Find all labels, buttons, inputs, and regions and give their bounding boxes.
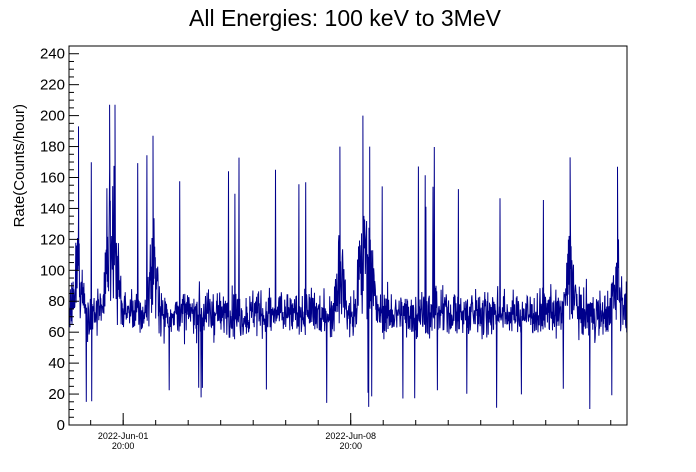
data-series <box>68 104 628 410</box>
y-tick-label: 20 <box>48 386 65 403</box>
x-tick-time: 20:00 <box>339 441 362 451</box>
y-tick-label: 220 <box>40 77 65 94</box>
y-tick-label: 100 <box>40 262 65 279</box>
y-tick-label: 200 <box>40 108 65 125</box>
x-tick-date: 2022-Jun-08 <box>325 431 376 441</box>
y-tick-label: 0 <box>57 417 65 434</box>
x-tick-date: 2022-Jun-01 <box>98 431 149 441</box>
series-line <box>68 104 628 410</box>
y-tick-label: 40 <box>48 355 65 372</box>
y-tick-label: 140 <box>40 200 65 217</box>
plot-frame <box>68 45 628 426</box>
y-tick-label: 60 <box>48 324 65 341</box>
y-tick-label: 180 <box>40 139 65 156</box>
chart-title: All Energies: 100 keV to 3MeV <box>189 5 502 31</box>
y-axis-label: Rate(Counts/hour) <box>11 104 28 227</box>
y-axis: 0 20 40 60 80 100 120 140 160 180 200 220 240 <box>40 45 79 434</box>
y-tick-label: 240 <box>40 46 65 63</box>
x-tick-time: 20:00 <box>112 441 135 451</box>
y-tick-label: 80 <box>48 293 65 310</box>
y-tick-label: 160 <box>40 169 65 186</box>
y-tick-label: 120 <box>40 231 65 248</box>
